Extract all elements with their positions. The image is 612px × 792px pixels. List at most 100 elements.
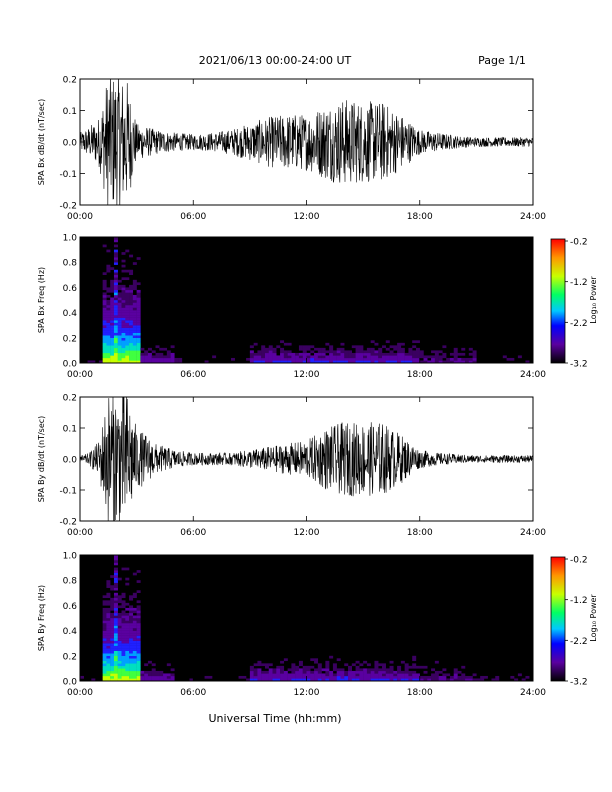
spectrogram-cell — [106, 267, 111, 270]
spectrogram-cell — [129, 340, 134, 344]
spectrogram-cell — [317, 678, 322, 682]
spectrogram-cell — [268, 345, 273, 349]
spectrogram-cell — [249, 675, 254, 679]
spectrogram-cell — [325, 663, 330, 667]
spectrogram-cell — [117, 317, 122, 321]
page-indicator: Page 1/1 — [478, 54, 526, 67]
spectrogram-cell — [144, 678, 149, 682]
spectrogram-cell — [363, 668, 368, 672]
spectrogram-cell — [102, 297, 107, 301]
spectrogram-cell — [136, 648, 141, 651]
spectrogram-cell — [329, 355, 334, 359]
spectrogram-cell — [102, 307, 107, 311]
spectrogram-cell — [155, 675, 160, 679]
spectrogram-cell — [102, 640, 107, 644]
spectrogram-cell — [125, 638, 130, 641]
spectrogram-cell — [348, 355, 352, 359]
spectrogram-cell — [163, 673, 168, 677]
spectrogram-cell — [344, 663, 349, 667]
spectrogram-cell — [113, 284, 118, 288]
spectrogram-cell — [113, 665, 118, 669]
spectrogram-cell — [412, 355, 417, 359]
spectrogram-cell — [113, 325, 118, 328]
spectrogram-cell — [385, 360, 390, 364]
spectrogram-cell — [136, 580, 141, 583]
spectrogram-cell — [314, 668, 319, 672]
spectrogram-cell — [412, 350, 417, 354]
spectrogram-cell — [129, 327, 134, 331]
spectrogram-cell — [129, 615, 134, 619]
spectrogram-cell — [129, 355, 134, 359]
spectrogram-cell — [113, 317, 118, 321]
spectrogram-cell — [136, 300, 141, 303]
spectrogram-cell — [431, 668, 436, 672]
spectrogram-cell — [106, 653, 111, 656]
spectrogram-cell — [382, 668, 386, 672]
spectrogram-cell — [117, 618, 122, 621]
spectrogram-cell — [136, 312, 141, 316]
spectrogram-cell — [159, 670, 164, 674]
spectrogram-cell — [163, 347, 168, 351]
spectrogram-cell — [113, 327, 118, 331]
spectrogram-cell — [147, 670, 152, 674]
spectrogram-cell — [302, 357, 307, 361]
spectrogram-cell — [132, 678, 137, 682]
spectrogram-cell — [155, 670, 160, 674]
spectrogram-cell — [302, 352, 307, 356]
spectrogram-cell — [106, 289, 111, 293]
spectrogram-cell — [132, 660, 137, 664]
spectrogram-cell — [310, 678, 315, 682]
spectrogram-cell — [136, 625, 141, 629]
spectrogram-cell — [468, 675, 473, 679]
spectrogram-cell — [129, 650, 134, 654]
spectrogram-cell — [102, 655, 107, 659]
spectrogram-cell — [136, 330, 141, 333]
spectrogram-cell — [389, 345, 394, 349]
spectrogram-cell — [298, 668, 303, 672]
spectrogram-cell — [113, 678, 118, 682]
spectrogram-cell — [136, 665, 141, 669]
spectrogram-cell — [351, 663, 356, 667]
spectrogram-cell — [147, 673, 152, 677]
spectrogram-cell — [110, 600, 115, 604]
spectrogram-cell — [136, 332, 141, 336]
spectrogram-cell — [102, 287, 107, 291]
spectrogram-cell — [295, 673, 300, 677]
spectrogram-cell — [136, 645, 141, 649]
spectrogram-cell — [113, 675, 118, 679]
spectrogram-cell — [272, 675, 277, 679]
spectrogram-cell — [280, 678, 285, 682]
spectrogram-cell — [400, 355, 405, 359]
spectrogram-cell — [113, 347, 118, 351]
spectrogram-cell — [136, 635, 141, 639]
spectrogram-cell — [113, 320, 118, 323]
spectrogram-cell — [106, 312, 111, 316]
series-line-1 — [80, 79, 533, 205]
spectrogram-cell — [423, 670, 428, 674]
spectrogram-cell — [121, 630, 126, 634]
spectrogram-cell — [106, 294, 111, 298]
spectrogram-cell — [106, 658, 111, 662]
spectrogram-cell — [144, 357, 149, 361]
spectrogram-cell — [132, 337, 137, 341]
spectrogram-cell — [117, 623, 122, 626]
spectrogram-cell — [132, 357, 137, 361]
spectrogram-cell — [106, 628, 111, 631]
spectrogram-cell — [298, 670, 303, 674]
spectrogram-cell — [438, 357, 443, 361]
spectrogram-cell — [317, 673, 322, 677]
spectrogram-cell — [310, 355, 315, 359]
spectrogram-cell — [366, 350, 371, 354]
spectrogram-cell — [129, 332, 134, 336]
spectrogram-cell — [113, 597, 118, 601]
spectrogram-cell — [374, 670, 379, 674]
spectrogram-cell — [393, 675, 398, 679]
y-tick-label: 0.6 — [63, 602, 78, 612]
spectrogram-cell — [144, 675, 149, 679]
spectrogram-cell — [121, 325, 126, 328]
spectrogram-cell — [276, 357, 281, 361]
spectrogram-cell — [298, 673, 303, 677]
spectrogram-cell — [113, 274, 118, 278]
spectrogram-cell — [151, 673, 156, 677]
spectrogram-cell — [121, 635, 126, 639]
